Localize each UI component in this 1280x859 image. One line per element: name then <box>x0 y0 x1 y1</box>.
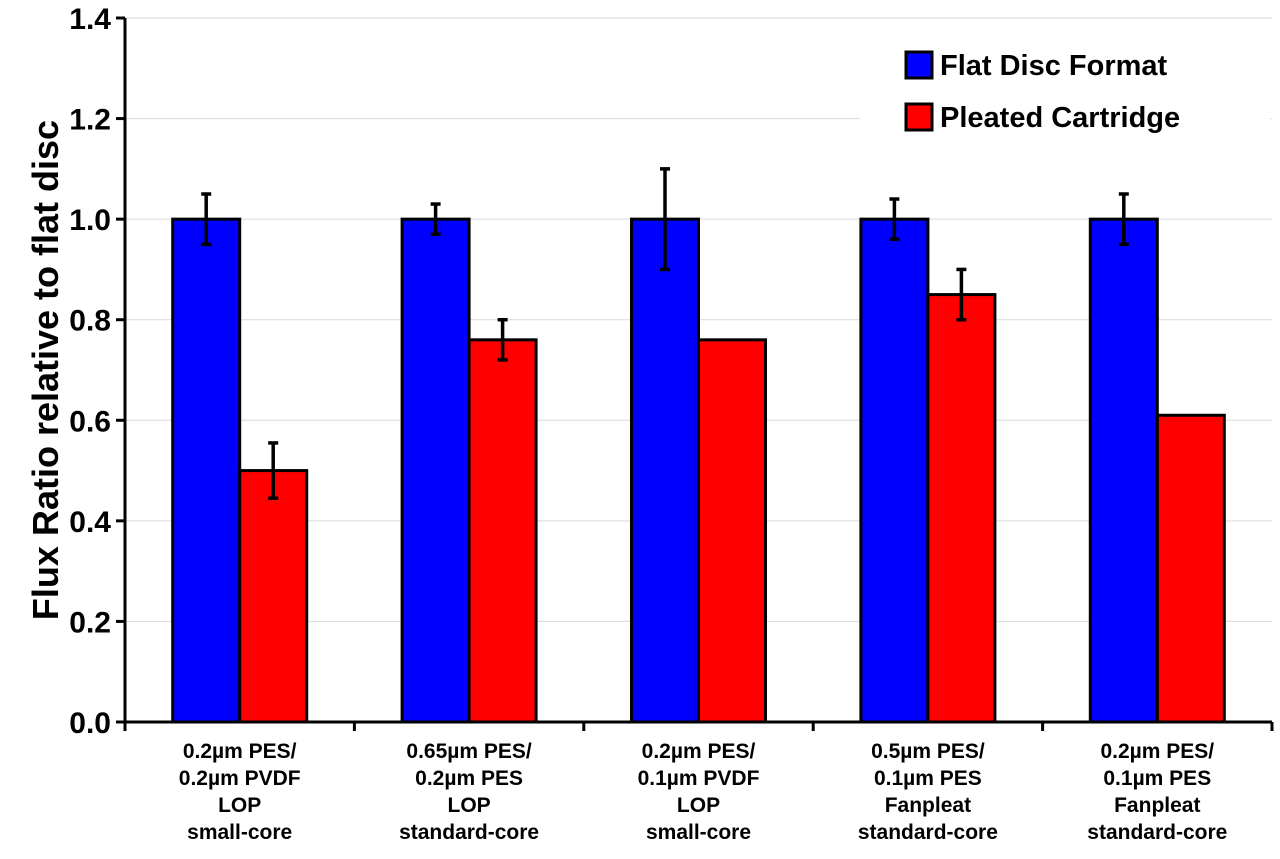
axes <box>116 16 1274 731</box>
x-category-label: 0.2µm PES/ <box>183 740 297 763</box>
bar-pleated-cartridge <box>238 469 309 724</box>
x-category-label: 0.1µm PES <box>874 767 982 790</box>
x-category-label: small-core <box>646 821 751 844</box>
legend: Flat Disc Format Pleated Cartridge <box>860 38 1270 150</box>
bar-flat-disc <box>1088 217 1159 724</box>
bar-flat-disc <box>400 217 471 724</box>
y-tick-label: 1.2 <box>69 104 111 137</box>
bars <box>171 217 1226 724</box>
x-category-label: 0.65µm PES/ <box>406 740 531 763</box>
x-category-label: 0.5µm PES/ <box>871 740 985 763</box>
y-axis-label: Flux Ratio relative to flat disc <box>25 120 66 620</box>
x-category-label: standard-core <box>1087 821 1227 844</box>
bar-pleated-cartridge <box>926 293 997 724</box>
x-category-label: Fanpleat <box>885 794 971 817</box>
x-category-label: standard-core <box>858 821 998 844</box>
y-tick-label: 0.4 <box>69 506 111 539</box>
error-bar <box>889 197 900 242</box>
error-bar <box>430 202 441 236</box>
y-tick-label: 0.2 <box>69 606 111 639</box>
x-category-label: 0.2µm PES <box>415 767 523 790</box>
error-bar <box>1118 192 1129 247</box>
x-category-label: LOP <box>448 794 491 817</box>
bar-flat-disc <box>171 217 242 724</box>
error-bar <box>268 441 279 500</box>
x-category-label: standard-core <box>399 821 539 844</box>
bar-pleated-cartridge <box>1155 413 1226 724</box>
error-bars <box>201 167 1129 500</box>
error-bar <box>497 317 508 362</box>
error-bar <box>660 167 670 272</box>
bar-flat-disc <box>859 217 930 724</box>
x-category-label: 0.1µm PVDF <box>638 767 760 790</box>
legend-label-pleated-cartridge: Pleated Cartridge <box>940 102 1180 134</box>
x-category-label: small-core <box>187 821 292 844</box>
bar-pleated-cartridge <box>467 338 538 724</box>
y-tick-label: 1.0 <box>69 204 111 237</box>
y-tick-label: 1.4 <box>69 3 111 36</box>
x-category-label: 0.1µm PES <box>1103 767 1211 790</box>
error-bar <box>201 192 212 247</box>
x-category-label: 0.2µm PES/ <box>642 740 756 763</box>
y-tick-label: 0.0 <box>69 707 111 740</box>
y-tick-label: 0.6 <box>69 405 111 438</box>
x-category-labels: 0.2µm PES/0.2µm PVDF LOP small-core 0.65µm … <box>179 740 1228 844</box>
y-tick-labels: 0.0 0.2 0.4 0.6 0.8 1.0 1.2 1.4 <box>69 3 111 740</box>
x-category-label: 0.2µm PVDF <box>179 767 301 790</box>
x-category-label: LOP <box>677 794 720 817</box>
bar-flat-disc <box>630 217 700 724</box>
error-bar <box>956 267 967 322</box>
x-category-label: Fanpleat <box>1114 794 1200 817</box>
legend-swatch-flat-disc <box>904 50 934 80</box>
legend-swatch-pleated-cartridge <box>904 102 934 132</box>
x-category-label: LOP <box>218 794 261 817</box>
y-tick-label: 0.8 <box>69 305 111 338</box>
x-category-label: 0.2µm PES/ <box>1100 740 1214 763</box>
bar-pleated-cartridge <box>697 338 767 724</box>
legend-label-flat-disc: Flat Disc Format <box>940 50 1168 82</box>
